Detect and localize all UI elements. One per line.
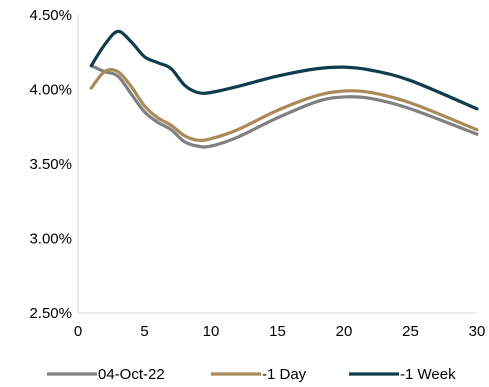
- x-tick-label: 15: [269, 323, 286, 340]
- x-axis-ticks: 0 5 10 15 20 25 30: [74, 323, 486, 340]
- series-line-1: [89, 68, 479, 142]
- legend: 04-Oct-22 -1 Day -1 Week: [47, 366, 456, 383]
- x-tick-label: 5: [140, 323, 148, 340]
- y-tick-label: 4.00%: [29, 82, 72, 99]
- y-axis-ticks: 2.50% 3.00% 3.50% 4.00% 4.50%: [29, 7, 72, 322]
- y-tick-label: 2.50%: [29, 305, 72, 322]
- legend-label: -1 Week: [400, 366, 456, 383]
- y-tick-label: 4.50%: [29, 7, 72, 24]
- x-tick-label: 25: [402, 323, 419, 340]
- x-tick-label: 0: [74, 323, 82, 340]
- x-tick-label: 20: [336, 323, 353, 340]
- legend-label: -1 Day: [262, 366, 307, 383]
- y-tick-label: 3.00%: [29, 231, 72, 248]
- legend-label: 04-Oct-22: [98, 366, 165, 383]
- series-line-0: [89, 64, 479, 149]
- series-line-2: [89, 29, 479, 111]
- x-tick-label: 30: [469, 323, 486, 340]
- plot-lines: [89, 29, 479, 149]
- x-tick-label: 10: [203, 323, 220, 340]
- y-tick-label: 3.50%: [29, 156, 72, 173]
